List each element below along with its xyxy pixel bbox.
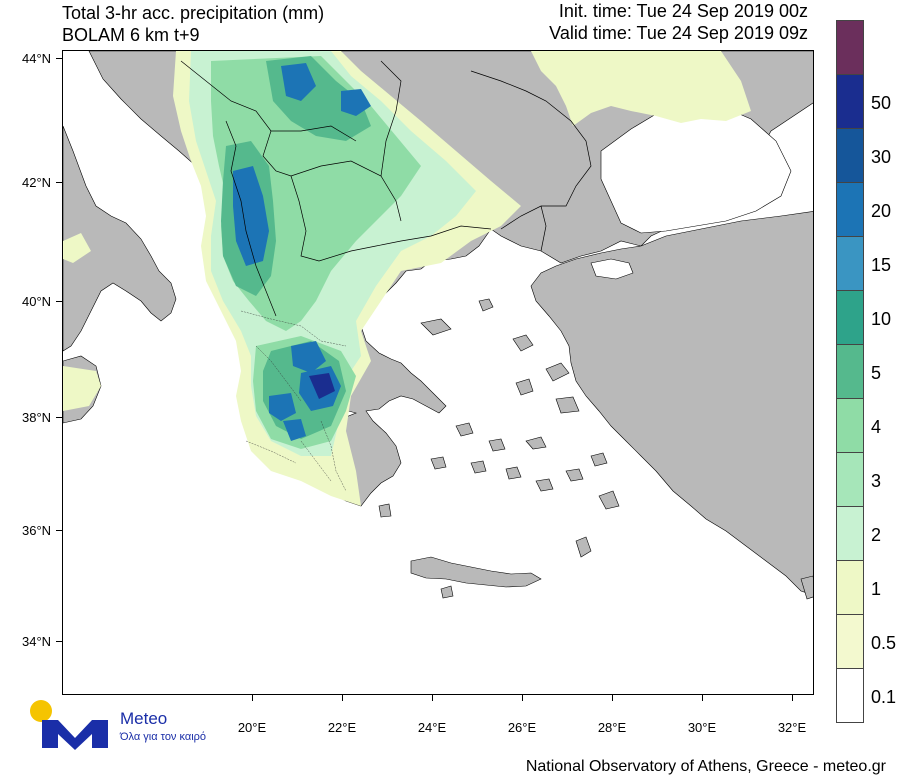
sea-of-marmara (590, 258, 634, 280)
sun-icon (30, 700, 52, 722)
map-canvas (63, 51, 813, 600)
region-boundaries (240, 310, 347, 492)
colorbar-swatch (836, 668, 864, 723)
valid-time: Valid time: Tue 24 Sep 2019 09z (549, 23, 808, 43)
colorbar-label: 30 (871, 147, 892, 167)
colorbar-label: 0.1 (871, 687, 897, 707)
lon-label-32: 32°E (777, 720, 807, 735)
colorbar-swatch (836, 290, 864, 345)
colorbar-label: 10 (871, 309, 892, 329)
precipitation-field (63, 51, 751, 506)
colorbar-swatch (836, 20, 864, 75)
precipitation-map (62, 50, 814, 695)
colorbar-swatch (836, 182, 864, 237)
lat-tick-44 (56, 58, 62, 59)
colorbar-label: 1 (871, 579, 882, 599)
colorbar-swatch (836, 74, 864, 129)
meteo-logo (30, 700, 108, 750)
lon-tick-22 (342, 695, 343, 701)
colorbar-legend: 50 30 20 15 10 5 4 3 2 1 0.5 0.1 (836, 20, 896, 725)
lon-tick-28 (612, 695, 613, 701)
title-line-1: Total 3-hr acc. precipitation (mm) (62, 3, 325, 23)
colorbar-swatch (836, 614, 864, 669)
lon-tick-30 (702, 695, 703, 701)
lat-tick-42 (56, 182, 62, 183)
colorbar-swatch (836, 560, 864, 615)
colorbar-label: 15 (871, 255, 892, 275)
colorbar-label: 2 (871, 525, 882, 545)
lon-label-30: 30°E (687, 720, 717, 735)
aegean-islands (378, 298, 813, 600)
colorbar-swatch (836, 452, 864, 507)
lat-tick-36 (56, 530, 62, 531)
colorbar-label: 20 (871, 201, 892, 221)
forecast-times: Init. time: Tue 24 Sep 2019 00z Valid ti… (549, 0, 808, 44)
island-crete (410, 556, 542, 588)
lat-label-36: 36°N (22, 523, 52, 538)
init-time: Init. time: Tue 24 Sep 2019 00z (558, 1, 808, 21)
logo-tagline: Όλα για τον καιρό (120, 731, 207, 743)
map-title: Total 3-hr acc. precipitation (mm) BOLAM… (62, 2, 324, 46)
lat-label-42: 42°N (22, 175, 52, 190)
lon-label-24: 24°E (417, 720, 447, 735)
lon-tick-32 (792, 695, 793, 701)
lon-label-26: 26°E (507, 720, 537, 735)
colorbar-swatch (836, 344, 864, 399)
lat-label-44: 44°N (22, 51, 52, 66)
title-line-2: BOLAM 6 km t+9 (62, 25, 200, 45)
colorbar-swatch (836, 398, 864, 453)
lat-label-38: 38°N (22, 410, 52, 425)
country-borders (180, 60, 592, 317)
credit-text: National Observatory of Athens, Greece -… (525, 758, 886, 775)
colorbar-label: 3 (871, 471, 882, 491)
colorbar-label: 0.5 (871, 633, 897, 653)
logo-brand: Meteo (120, 709, 168, 728)
lon-label-28: 28°E (597, 720, 627, 735)
lon-label-20: 20°E (237, 720, 267, 735)
colorbar-label: 4 (871, 417, 882, 437)
land-italy (63, 125, 177, 352)
colorbar-label: 5 (871, 363, 882, 383)
lon-label-22: 22°E (327, 720, 357, 735)
lon-tick-26 (522, 695, 523, 701)
colorbar-swatch (836, 236, 864, 291)
lat-tick-38 (56, 417, 62, 418)
lon-tick-20 (252, 695, 253, 701)
colorbar-swatch (836, 506, 864, 561)
colorbar-label: 50 (871, 93, 892, 113)
m-letter-icon (42, 720, 108, 750)
lat-tick-34 (56, 641, 62, 642)
lat-label-40: 40°N (22, 294, 52, 309)
land-turkey (530, 211, 813, 596)
lon-tick-24 (432, 695, 433, 701)
lat-label-34: 34°N (22, 634, 52, 649)
lat-tick-40 (56, 301, 62, 302)
colorbar-swatch (836, 128, 864, 183)
